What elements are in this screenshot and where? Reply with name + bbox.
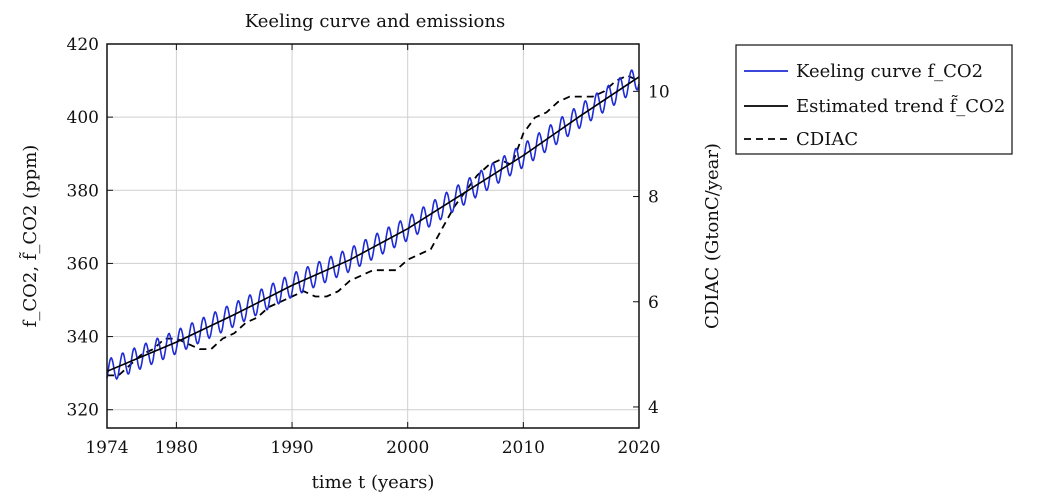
y-tick-label-380: 380 bbox=[67, 181, 99, 201]
series-trend-line bbox=[106, 76, 640, 373]
legend-box bbox=[735, 44, 1013, 155]
grid-lines bbox=[107, 44, 639, 428]
x-tick-label-1990: 1990 bbox=[270, 438, 313, 458]
chart-title: Keeling curve and emissions bbox=[245, 11, 505, 32]
legend-label-keeling: Keeling curve f_CO2 bbox=[796, 61, 983, 82]
y-tick-label-320: 320 bbox=[67, 401, 99, 421]
series-layer bbox=[106, 69, 640, 380]
x-tick-label-2020: 2020 bbox=[617, 438, 660, 458]
y2-tick-label-6: 6 bbox=[648, 293, 659, 313]
x-tick-label-2000: 2000 bbox=[386, 438, 429, 458]
x-tick-label-2010: 2010 bbox=[502, 438, 545, 458]
x-axis-title: time t (years) bbox=[312, 472, 435, 493]
x-tick-label-1974: 1974 bbox=[85, 438, 128, 458]
y-tick-label-420: 420 bbox=[67, 35, 99, 55]
legend: Keeling curve f_CO2 Estimated trend f̃_C… bbox=[735, 44, 1013, 155]
series-keeling-line bbox=[106, 69, 640, 380]
legend-label-cdiac: CDIAC bbox=[796, 129, 858, 150]
y-axis-title: f_CO2, f̃_CO2 (ppm) bbox=[18, 145, 41, 328]
y2-tick-label-4: 4 bbox=[648, 398, 659, 418]
plot-frame bbox=[106, 43, 640, 429]
axis-ticks: 1974 1980 1990 2000 2010 2020 320 340 360 380 400 4… bbox=[67, 35, 670, 458]
y2-axis-title: CDIAC (GtonC/year) bbox=[702, 143, 723, 329]
series-cdiac-line bbox=[107, 74, 640, 377]
y-tick-label-360: 360 bbox=[67, 254, 99, 274]
y2-tick-label-8: 8 bbox=[648, 188, 659, 208]
legend-label-trend: Estimated trend f̃_CO2 bbox=[796, 94, 1005, 117]
y-tick-label-340: 340 bbox=[67, 328, 99, 348]
y2-tick-label-10: 10 bbox=[648, 82, 670, 102]
y-tick-label-400: 400 bbox=[67, 108, 99, 128]
x-tick-label-1980: 1980 bbox=[155, 438, 198, 458]
